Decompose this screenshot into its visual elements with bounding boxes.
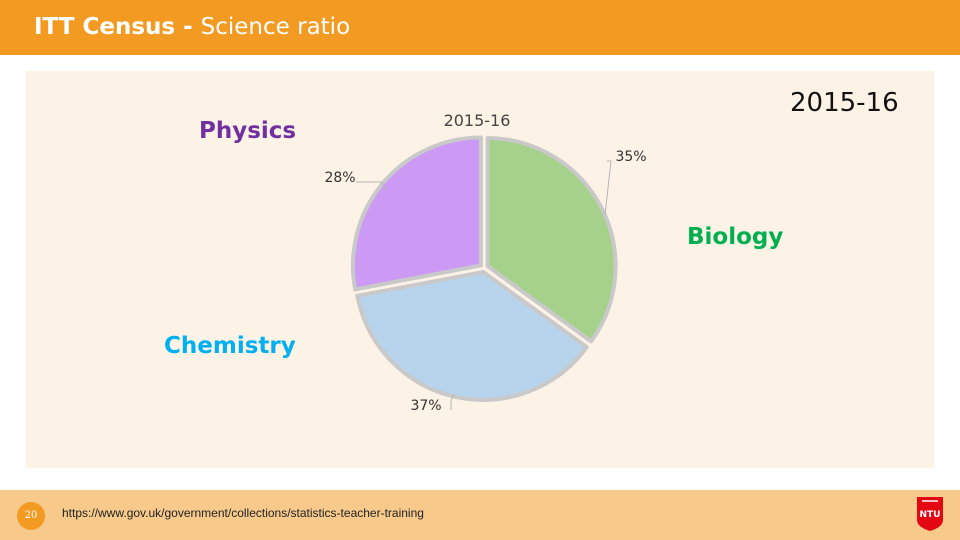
logo-text: NTU: [920, 510, 941, 520]
data-label-physics: 28%: [324, 170, 355, 186]
chart-title: 2015-16: [444, 111, 511, 130]
page-number: 20: [17, 502, 45, 530]
leader-line-chemistry: [450, 393, 455, 410]
footer-bar: [0, 490, 960, 540]
title-separator: -: [175, 14, 201, 40]
leader-line-physics: [356, 181, 387, 191]
title-bold: ITT Census: [34, 14, 176, 40]
source-url[interactable]: https://www.gov.uk/government/collection…: [62, 506, 424, 520]
leader-line-biology: [604, 160, 612, 216]
chemistry-label: Chemistry: [164, 333, 296, 359]
data-label-biology: 35%: [615, 149, 646, 165]
slide-title: ITT Census - Science ratio: [34, 14, 350, 40]
data-label-chemistry: 37%: [410, 398, 441, 414]
title-rest: Science ratio: [200, 14, 351, 40]
pie-slice-biology: [485, 136, 618, 344]
pie-slice-physics: [350, 135, 483, 292]
pie-slice-chemistry: [355, 269, 589, 402]
physics-label: Physics: [199, 118, 297, 144]
header-bar: [0, 0, 960, 55]
corner-year: 2015-16: [790, 88, 899, 118]
ntu-logo-icon: NTU: [917, 497, 943, 531]
biology-label: Biology: [687, 224, 784, 250]
